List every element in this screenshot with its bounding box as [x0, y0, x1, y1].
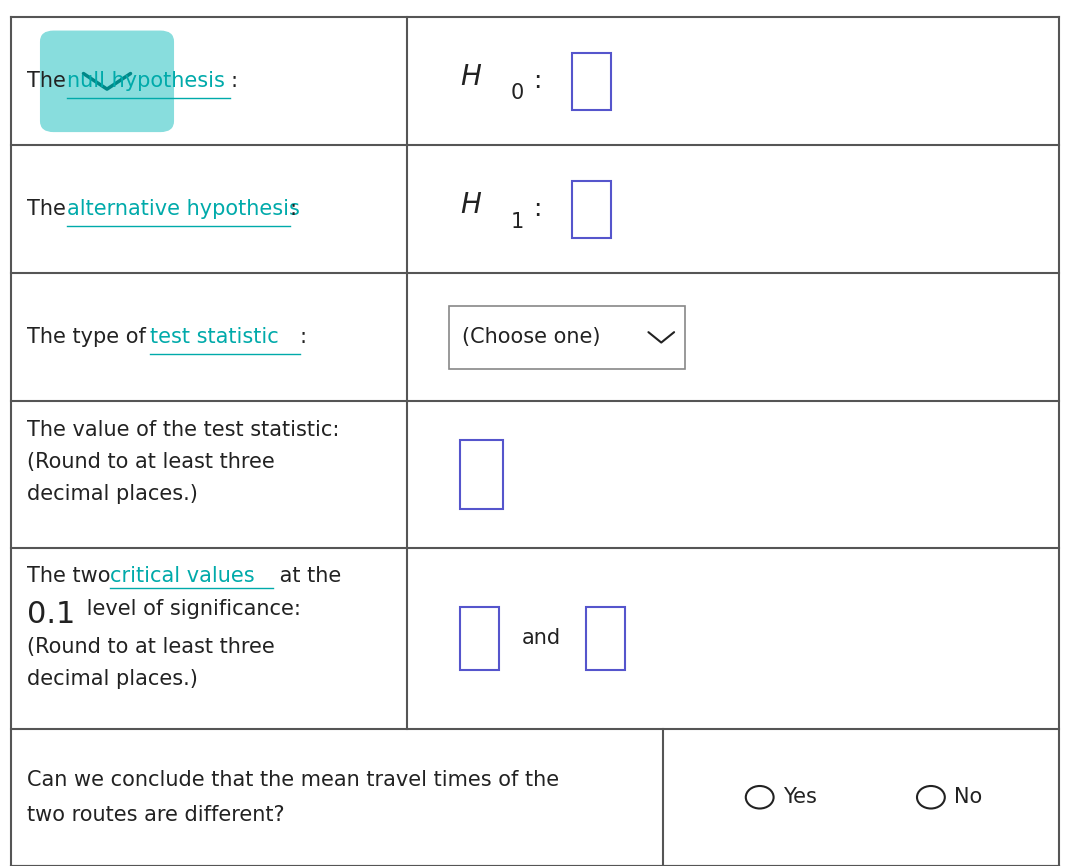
Text: :: : — [230, 71, 238, 91]
Text: :: : — [290, 199, 297, 219]
Text: level of significance:: level of significance: — [80, 598, 301, 618]
Text: $\mathregular{1}$: $\mathregular{1}$ — [510, 212, 524, 232]
FancyBboxPatch shape — [572, 181, 611, 238]
Text: The: The — [27, 71, 73, 91]
FancyBboxPatch shape — [41, 31, 173, 132]
FancyBboxPatch shape — [460, 607, 499, 669]
Text: test statistic: test statistic — [150, 327, 278, 347]
Text: :: : — [526, 197, 551, 222]
Text: The value of the test statistic:: The value of the test statistic: — [27, 420, 339, 441]
FancyBboxPatch shape — [449, 307, 685, 369]
Text: $\mathregular{0}$: $\mathregular{0}$ — [510, 82, 524, 102]
Text: The: The — [27, 199, 73, 219]
Text: (Round to at least three: (Round to at least three — [27, 637, 275, 656]
Text: at the: at the — [273, 565, 341, 585]
Text: :: : — [300, 327, 307, 347]
Text: critical values: critical values — [110, 565, 255, 585]
Text: (Round to at least three: (Round to at least three — [27, 452, 275, 473]
Text: null hypothesis: null hypothesis — [67, 71, 226, 91]
Text: $\mathit{H}$: $\mathit{H}$ — [460, 191, 483, 219]
Text: :: : — [526, 69, 551, 94]
FancyBboxPatch shape — [460, 440, 503, 509]
Text: alternative hypothesis: alternative hypothesis — [67, 199, 301, 219]
Text: The type of: The type of — [27, 327, 152, 347]
Text: (Choose one): (Choose one) — [462, 327, 600, 347]
Text: No: No — [954, 787, 982, 807]
Text: The two: The two — [27, 565, 117, 585]
Text: 0.1: 0.1 — [27, 600, 75, 630]
Text: Can we conclude that the mean travel times of the: Can we conclude that the mean travel tim… — [27, 770, 559, 790]
Text: $\mathit{H}$: $\mathit{H}$ — [460, 63, 483, 91]
Text: two routes are different?: two routes are different? — [27, 805, 285, 824]
Text: Yes: Yes — [783, 787, 817, 807]
FancyBboxPatch shape — [572, 53, 611, 110]
Text: decimal places.): decimal places.) — [27, 484, 198, 505]
Text: decimal places.): decimal places.) — [27, 669, 198, 688]
FancyBboxPatch shape — [586, 607, 625, 669]
Text: and: and — [522, 629, 562, 649]
